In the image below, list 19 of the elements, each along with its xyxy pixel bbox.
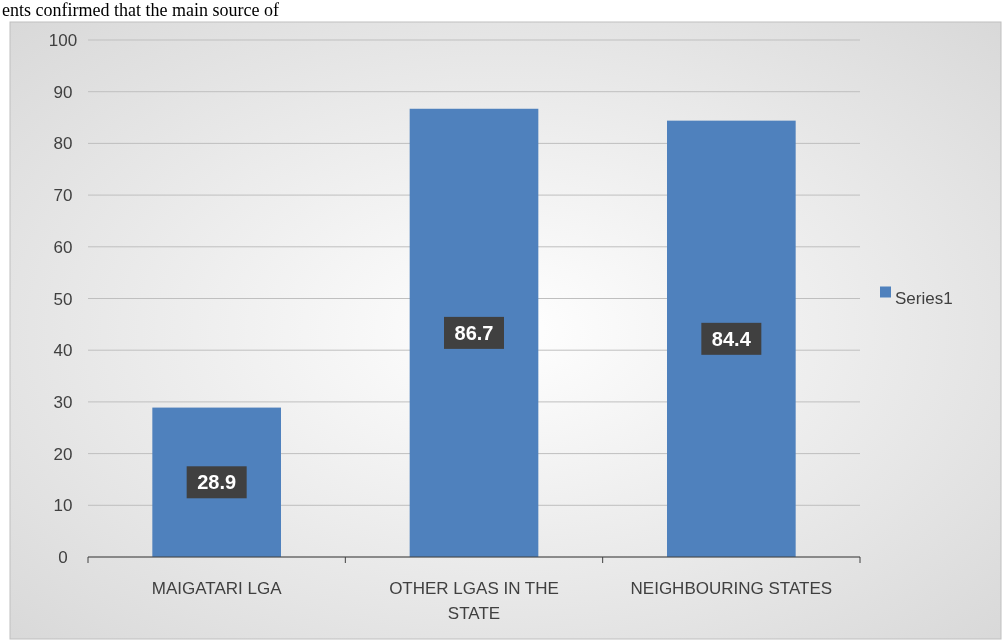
y-tick-label: 30 [53, 392, 73, 412]
x-tick-label: OTHER LGAS IN THE STATE [389, 579, 559, 623]
x-tick-label: MAIGATARI LGA [151, 579, 283, 598]
data-label: 84.4 [711, 327, 752, 350]
y-tick-label: 20 [53, 444, 73, 464]
y-tick-label: 10 [53, 496, 73, 516]
x-tick-label: NEIGHBOURING STATES [630, 579, 833, 598]
data-label: 86.7 [454, 321, 494, 344]
y-tick-label: 40 [53, 341, 73, 361]
y-tick-label: 50 [53, 289, 73, 309]
y-tick-label: 70 [53, 186, 73, 206]
y-tick-label: 80 [53, 134, 73, 154]
y-tick-label: 90 [53, 82, 73, 102]
y-tick-label: 60 [53, 237, 73, 257]
y-tick-label: 100 [48, 31, 78, 50]
y-tick-label: 0 [58, 548, 68, 567]
legend-label: Series1 [895, 288, 953, 308]
text: ents confirmed that the main source of [2, 0, 279, 20]
data-label: 28.9 [197, 471, 237, 494]
